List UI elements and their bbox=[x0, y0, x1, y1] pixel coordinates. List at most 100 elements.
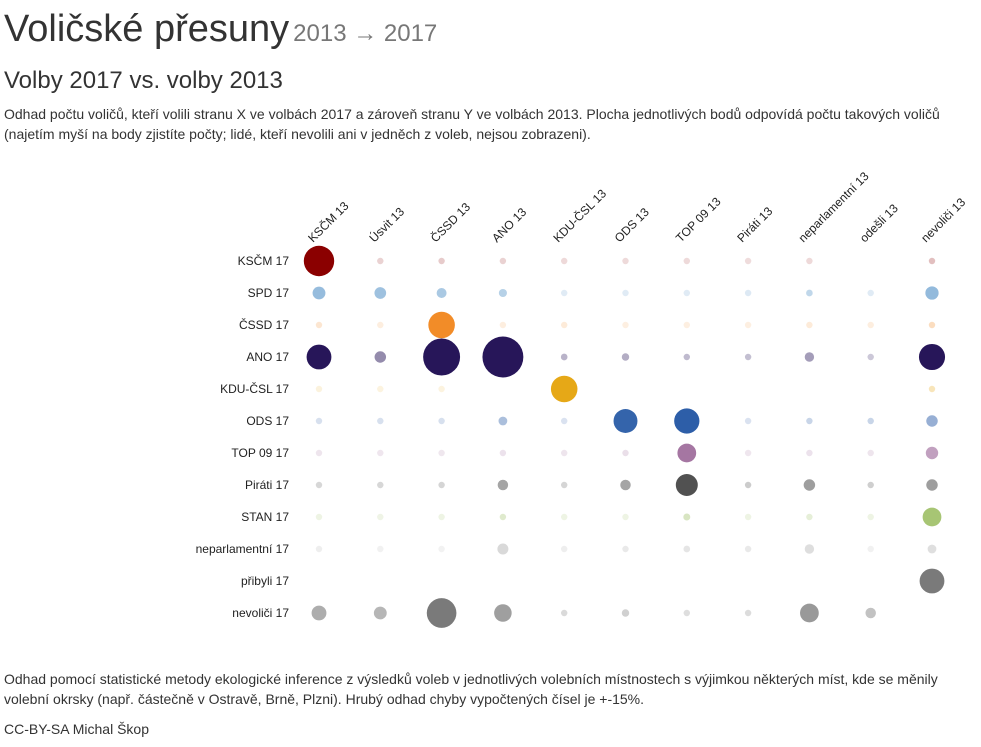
bubble-ods-17-ods-13[interactable]: ODS 17 / ODS 13: 260 bbox=[613, 409, 638, 433]
bubble-top-09-17-kscm-13[interactable]: TOP 09 17 / KSČM 13: 0.5 bbox=[315, 449, 323, 457]
bubble-spd-17-pirati-13[interactable]: SPD 17 / Piráti 13: 2 bbox=[744, 289, 752, 297]
bubble-spd-17-usvit-13[interactable]: SPD 17 / Úsvit 13: 62 bbox=[374, 287, 387, 299]
bubble-stan-17-ano-13[interactable]: STAN 17 / ANO 13: 12 bbox=[499, 513, 507, 521]
bubble-top-09-17-neparlamentni-13[interactable]: TOP 09 17 / neparlamentní 13: 1 bbox=[806, 449, 813, 457]
bubble-nevolici-17-odesli-13[interactable]: nevoliči 17 / odešli 13: 50 bbox=[865, 607, 876, 619]
bubble-top-09-17-top-09-13[interactable]: TOP 09 17 / TOP 09 13: 160 bbox=[677, 443, 697, 463]
bubble-ods-17-top-09-13[interactable]: ODS 17 / TOP 09 13: 290 bbox=[674, 408, 700, 434]
bubble-cssd-17-nevolici-13[interactable]: ČSSD 17 / nevoliči 13: 15 bbox=[928, 321, 936, 329]
bubble-kscm-17-top-09-13[interactable]: KSČM 17 / TOP 09 13: 0.4 bbox=[683, 257, 690, 265]
bubble-pirati-17-neparlamentni-13[interactable]: Piráti 17 / neparlamentní 13: 60 bbox=[803, 479, 816, 491]
bubble-pirati-17-nevolici-13[interactable]: Piráti 17 / nevoliči 13: 60 bbox=[926, 479, 938, 491]
bubble-nevolici-17-kscm-13[interactable]: nevoliči 17 / KSČM 13: 100 bbox=[311, 605, 327, 621]
bubble-cssd-17-pirati-13[interactable]: ČSSD 17 / Piráti 13: 0.3 bbox=[744, 321, 752, 329]
bubble-kscm-17-usvit-13[interactable]: KSČM 17 / Úsvit 13: 2 bbox=[377, 257, 384, 265]
bubble-spd-17-ano-13[interactable]: SPD 17 / ANO 13: 30 bbox=[498, 288, 507, 298]
bubble-stan-17-odesli-13[interactable]: STAN 17 / odešli 13: 0.5 bbox=[867, 513, 874, 521]
bubble-ods-17-nevolici-13[interactable]: ODS 17 / nevoliči 13: 60 bbox=[926, 415, 938, 427]
bubble-stan-17-pirati-13[interactable]: STAN 17 / Piráti 13: 0.5 bbox=[744, 513, 752, 521]
bubble-pribyli-17-nevolici-13[interactable]: přibyli 17 / nevoliči 13: 280 bbox=[919, 568, 945, 594]
bubble-cssd-17-odesli-13[interactable]: ČSSD 17 / odešli 13: 0.5 bbox=[867, 321, 874, 329]
bubble-pirati-17-usvit-13[interactable]: Piráti 17 / Úsvit 13: 4 bbox=[377, 481, 384, 489]
bubble-ods-17-kscm-13[interactable]: ODS 17 / KSČM 13: 3 bbox=[315, 417, 323, 425]
bubble-top-09-17-usvit-13[interactable]: TOP 09 17 / Úsvit 13: 0.3 bbox=[377, 449, 384, 457]
bubble-neparlamentni-17-neparlamentni-13[interactable]: neparlamentní 17 / neparlamentní 13: 40 bbox=[804, 544, 815, 554]
bubble-nevolici-17-kdu-csl-13[interactable]: nevoliči 17 / KDU-ČSL 13: 12 bbox=[561, 609, 568, 617]
bubble-spd-17-odesli-13[interactable]: SPD 17 / odešli 13: 1 bbox=[867, 289, 874, 297]
bubble-nevolici-17-usvit-13[interactable]: nevoliči 17 / Úsvit 13: 75 bbox=[373, 606, 387, 620]
bubble-kscm-17-kscm-13[interactable]: KSČM 17 / KSČM 13: 420 bbox=[303, 245, 335, 277]
bubble-cssd-17-usvit-13[interactable]: ČSSD 17 / Úsvit 13: 0.5 bbox=[377, 321, 384, 329]
bubble-spd-17-kdu-csl-13[interactable]: SPD 17 / KDU-ČSL 13: 1 bbox=[561, 289, 568, 297]
bubble-kdu-csl-17-usvit-13[interactable]: KDU-ČSL 17 / Úsvit 13: 0.2 bbox=[377, 385, 384, 393]
bubble-ano-17-neparlamentni-13[interactable]: ANO 17 / neparlamentní 13: 40 bbox=[804, 352, 815, 362]
bubble-neparlamentni-17-top-09-13[interactable]: neparlamentní 17 / TOP 09 13: 20 bbox=[683, 545, 691, 553]
bubble-neparlamentni-17-pirati-13[interactable]: neparlamentní 17 / Piráti 13: 12 bbox=[744, 545, 752, 553]
bubble-ano-17-nevolici-13[interactable]: ANO 17 / nevoliči 13: 310 bbox=[918, 343, 946, 371]
bubble-stan-17-top-09-13[interactable]: STAN 17 / TOP 09 13: 22 bbox=[683, 513, 691, 521]
bubble-ano-17-usvit-13[interactable]: ANO 17 / Úsvit 13: 60 bbox=[374, 351, 387, 363]
bubble-pirati-17-top-09-13[interactable]: Piráti 17 / TOP 09 13: 220 bbox=[675, 474, 698, 496]
bubble-kscm-17-kdu-csl-13[interactable]: KSČM 17 / KDU-ČSL 13: 0.5 bbox=[561, 257, 568, 265]
bubble-neparlamentni-17-nevolici-13[interactable]: neparlamentní 17 / nevoliči 13: 35 bbox=[927, 544, 937, 554]
bubble-nevolici-17-pirati-13[interactable]: nevoliči 17 / Piráti 13: 10 bbox=[744, 609, 752, 617]
bubble-nevolici-17-top-09-13[interactable]: nevoliči 17 / TOP 09 13: 8 bbox=[683, 609, 690, 617]
bubble-stan-17-kdu-csl-13[interactable]: STAN 17 / KDU-ČSL 13: 0.5 bbox=[561, 513, 568, 521]
bubble-kdu-csl-17-kscm-13[interactable]: KDU-ČSL 17 / KSČM 13: 0.5 bbox=[315, 385, 323, 393]
bubble-ano-17-ano-13[interactable]: ANO 17 / ANO 13: 760 bbox=[482, 336, 524, 378]
bubble-nevolici-17-ods-13[interactable]: nevoliči 17 / ODS 13: 25 bbox=[621, 609, 630, 617]
bubble-stan-17-ods-13[interactable]: STAN 17 / ODS 13: 0.5 bbox=[622, 513, 629, 521]
bubble-neparlamentni-17-ods-13[interactable]: neparlamentní 17 / ODS 13: 12 bbox=[622, 545, 629, 553]
bubble-stan-17-usvit-13[interactable]: STAN 17 / Úsvit 13: 0.3 bbox=[377, 513, 384, 521]
bubble-top-09-17-ods-13[interactable]: TOP 09 17 / ODS 13: 2 bbox=[622, 449, 629, 457]
bubble-kdu-csl-17-nevolici-13[interactable]: KDU-ČSL 17 / nevoliči 13: 15 bbox=[928, 385, 936, 393]
bubble-stan-17-nevolici-13[interactable]: STAN 17 / nevoliči 13: 160 bbox=[922, 507, 942, 527]
bubble-ano-17-cssd-13[interactable]: ANO 17 / ČSSD 13: 620 bbox=[423, 338, 461, 376]
bubble-pirati-17-pirati-13[interactable]: Piráti 17 / Piráti 13: 10 bbox=[744, 481, 752, 489]
bubble-stan-17-neparlamentni-13[interactable]: STAN 17 / neparlamentní 13: 5 bbox=[806, 513, 813, 521]
bubble-top-09-17-ano-13[interactable]: TOP 09 17 / ANO 13: 1 bbox=[499, 449, 507, 457]
bubble-ano-17-kscm-13[interactable]: ANO 17 / KSČM 13: 280 bbox=[306, 344, 332, 370]
bubble-spd-17-top-09-13[interactable]: SPD 17 / TOP 09 13: 1 bbox=[683, 289, 690, 297]
bubble-ods-17-usvit-13[interactable]: ODS 17 / Úsvit 13: 3 bbox=[377, 417, 384, 425]
bubble-ano-17-odesli-13[interactable]: ANO 17 / odešli 13: 7 bbox=[867, 353, 874, 361]
bubble-ano-17-ods-13[interactable]: ANO 17 / ODS 13: 25 bbox=[621, 353, 630, 361]
bubble-ano-17-pirati-13[interactable]: ANO 17 / Piráti 13: 12 bbox=[744, 353, 752, 361]
bubble-pirati-17-kdu-csl-13[interactable]: Piráti 17 / KDU-ČSL 13: 5 bbox=[561, 481, 568, 489]
bubble-top-09-17-kdu-csl-13[interactable]: TOP 09 17 / KDU-ČSL 13: 0.5 bbox=[561, 449, 568, 457]
bubble-pirati-17-cssd-13[interactable]: Piráti 17 / ČSSD 13: 5 bbox=[438, 481, 445, 489]
bubble-nevolici-17-neparlamentni-13[interactable]: nevoliči 17 / neparlamentní 13: 160 bbox=[800, 603, 819, 623]
bubble-cssd-17-ods-13[interactable]: ČSSD 17 / ODS 13: 0.3 bbox=[622, 321, 629, 329]
bubble-kscm-17-pirati-13[interactable]: KSČM 17 / Piráti 13: 0.2 bbox=[744, 257, 752, 265]
bubble-stan-17-cssd-13[interactable]: STAN 17 / ČSSD 13: 0.5 bbox=[438, 513, 445, 521]
bubble-ods-17-ano-13[interactable]: ODS 17 / ANO 13: 35 bbox=[498, 416, 508, 426]
bubble-neparlamentni-17-kscm-13[interactable]: neparlamentní 17 / KSČM 13: 5 bbox=[315, 545, 323, 553]
bubble-top-09-17-pirati-13[interactable]: TOP 09 17 / Piráti 13: 0.3 bbox=[744, 449, 752, 457]
bubble-kscm-17-ano-13[interactable]: KSČM 17 / ANO 13: 2 bbox=[499, 257, 507, 265]
bubble-nevolici-17-ano-13[interactable]: nevoliči 17 / ANO 13: 140 bbox=[494, 604, 512, 622]
bubble-top-09-17-cssd-13[interactable]: TOP 09 17 / ČSSD 13: 0.2 bbox=[438, 449, 445, 457]
bubble-top-09-17-odesli-13[interactable]: TOP 09 17 / odešli 13: 0.5 bbox=[867, 449, 874, 457]
bubble-pirati-17-ods-13[interactable]: Piráti 17 / ODS 13: 50 bbox=[620, 479, 631, 491]
bubble-kscm-17-cssd-13[interactable]: KSČM 17 / ČSSD 13: 4 bbox=[438, 257, 445, 265]
bubble-spd-17-kscm-13[interactable]: SPD 17 / KSČM 13: 75 bbox=[312, 286, 326, 300]
bubble-kscm-17-nevolici-13[interactable]: KSČM 17 / nevoliči 13: 9 bbox=[928, 257, 936, 265]
bubble-ods-17-odesli-13[interactable]: ODS 17 / odešli 13: 10 bbox=[867, 417, 874, 425]
bubble-cssd-17-kdu-csl-13[interactable]: ČSSD 17 / KDU-ČSL 13: 2 bbox=[561, 321, 568, 329]
bubble-ods-17-kdu-csl-13[interactable]: ODS 17 / KDU-ČSL 13: 2 bbox=[561, 417, 568, 425]
bubble-top-09-17-nevolici-13[interactable]: TOP 09 17 / nevoliči 13: 70 bbox=[925, 446, 939, 460]
bubble-kscm-17-ods-13[interactable]: KSČM 17 / ODS 13: 0.4 bbox=[622, 257, 629, 265]
bubble-cssd-17-top-09-13[interactable]: ČSSD 17 / TOP 09 13: 0.3 bbox=[683, 321, 690, 329]
bubble-cssd-17-neparlamentni-13[interactable]: ČSSD 17 / neparlamentní 13: 2 bbox=[806, 321, 813, 329]
bubble-neparlamentni-17-usvit-13[interactable]: neparlamentní 17 / Úsvit 13: 2 bbox=[377, 545, 384, 553]
bubble-neparlamentni-17-kdu-csl-13[interactable]: neparlamentní 17 / KDU-ČSL 13: 5 bbox=[561, 545, 568, 553]
bubble-pirati-17-kscm-13[interactable]: Piráti 17 / KSČM 13: 4 bbox=[315, 481, 323, 489]
bubble-kdu-csl-17-cssd-13[interactable]: KDU-ČSL 17 / ČSSD 13: 0.2 bbox=[438, 385, 445, 393]
bubble-kdu-csl-17-kdu-csl-13[interactable]: KDU-ČSL 17 / KDU-ČSL 13: 320 bbox=[550, 375, 578, 403]
bubble-ods-17-neparlamentni-13[interactable]: ODS 17 / neparlamentní 13: 10 bbox=[806, 417, 813, 425]
bubble-nevolici-17-cssd-13[interactable]: nevoliči 17 / ČSSD 13: 400 bbox=[426, 598, 457, 628]
bubble-stan-17-kscm-13[interactable]: STAN 17 / KSČM 13: 0.5 bbox=[315, 513, 323, 521]
bubble-spd-17-nevolici-13[interactable]: SPD 17 / nevoliči 13: 80 bbox=[925, 286, 939, 300]
bubble-pirati-17-odesli-13[interactable]: Piráti 17 / odešli 13: 8 bbox=[867, 481, 874, 489]
bubble-ano-17-top-09-13[interactable]: ANO 17 / TOP 09 13: 15 bbox=[683, 353, 690, 361]
